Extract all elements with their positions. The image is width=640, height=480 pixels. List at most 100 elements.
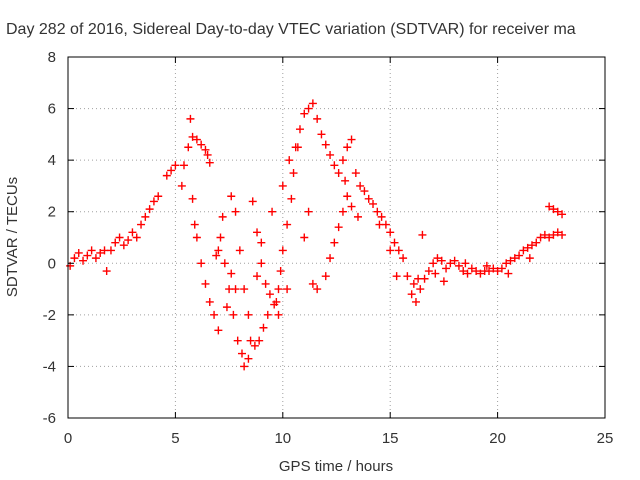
data-point — [283, 220, 292, 229]
data-point — [467, 264, 476, 273]
plot-frame — [67, 56, 606, 419]
chart-title: Day 282 of 2016, Sidereal Day-to-day VTE… — [6, 21, 576, 38]
data-point — [334, 169, 343, 178]
data-point — [394, 246, 403, 255]
data-point — [461, 259, 470, 268]
data-point — [375, 220, 384, 229]
data-point — [472, 267, 481, 276]
data-point — [414, 274, 423, 283]
data-point — [227, 269, 236, 278]
data-point — [431, 269, 440, 278]
data-point — [177, 181, 186, 190]
data-point — [197, 259, 206, 268]
data-point — [220, 259, 229, 268]
tick-labels: 0 5 10 15 20 25 -6 -4 -2 0 2 4 6 8 — [43, 49, 614, 447]
data-point — [289, 169, 298, 178]
data-point — [446, 259, 455, 268]
data-point — [418, 230, 427, 239]
data-point — [145, 205, 154, 214]
data-point — [463, 269, 472, 278]
data-point — [257, 259, 266, 268]
data-point — [399, 254, 408, 263]
data-point — [343, 143, 352, 152]
data-point — [476, 269, 485, 278]
data-point — [459, 267, 468, 276]
data-point — [190, 220, 199, 229]
data-point — [510, 254, 519, 263]
data-point — [351, 169, 360, 178]
data-point — [167, 166, 176, 175]
data-point — [497, 264, 506, 273]
data-point — [261, 279, 270, 288]
data-point — [250, 341, 259, 350]
data-point — [392, 272, 401, 281]
data-point — [353, 212, 362, 221]
data-point — [274, 285, 283, 294]
y-tick-label: -6 — [43, 410, 56, 427]
data-point — [433, 254, 442, 263]
data-point — [244, 354, 253, 363]
data-point — [515, 251, 524, 260]
data-point — [233, 336, 242, 345]
data-point — [124, 236, 133, 245]
data-point — [91, 254, 100, 263]
data-point — [203, 150, 212, 159]
data-point — [79, 256, 88, 265]
y-tick-label: 8 — [48, 49, 56, 66]
data-point — [308, 279, 317, 288]
data-point — [356, 181, 365, 190]
data-point — [549, 205, 558, 214]
data-point — [128, 228, 137, 237]
data-point — [96, 248, 105, 257]
data-point — [87, 246, 96, 255]
data-point — [188, 194, 197, 203]
data-point — [162, 171, 171, 180]
data-point — [338, 156, 347, 165]
data-point — [532, 238, 541, 247]
data-point — [403, 272, 412, 281]
data-point — [338, 207, 347, 216]
data-point — [558, 230, 567, 239]
x-tick-label: 15 — [382, 430, 399, 447]
data-point — [257, 238, 266, 247]
x-tick-label: 10 — [274, 430, 291, 447]
data-point — [293, 143, 302, 152]
data-point — [313, 285, 322, 294]
data-point — [229, 310, 238, 319]
data-point — [278, 181, 287, 190]
data-point — [321, 272, 330, 281]
data-point — [377, 212, 386, 221]
data-point — [369, 199, 378, 208]
data-point — [179, 161, 188, 170]
data-point — [502, 259, 511, 268]
data-point — [326, 254, 335, 263]
data-point — [197, 140, 206, 149]
data-point — [154, 192, 163, 201]
data-point — [326, 150, 335, 159]
data-point — [295, 125, 304, 134]
data-point — [137, 220, 146, 229]
y-tick-label: 4 — [48, 152, 56, 169]
data-point — [210, 310, 219, 319]
data-point — [70, 254, 79, 263]
data-point — [212, 251, 221, 260]
data-point — [192, 233, 201, 242]
data-point — [545, 233, 554, 242]
data-point — [205, 297, 214, 306]
data-point — [304, 207, 313, 216]
data-point — [216, 233, 225, 242]
data-point — [482, 261, 491, 270]
data-point — [83, 251, 92, 260]
data-point — [222, 303, 231, 312]
data-point — [321, 140, 330, 149]
data-point — [235, 246, 244, 255]
data-point — [549, 230, 558, 239]
data-point — [545, 202, 554, 211]
data-point — [285, 156, 294, 165]
data-point — [119, 241, 128, 250]
x-tick-label: 25 — [597, 430, 614, 447]
y-tick-label: -4 — [43, 358, 56, 375]
data-point — [347, 135, 356, 144]
data-point — [253, 272, 262, 281]
